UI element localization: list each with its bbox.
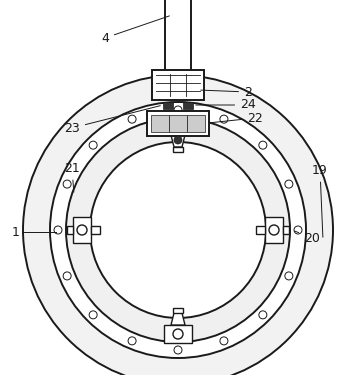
Bar: [152, 70, 204, 100]
Text: 19: 19: [312, 164, 328, 237]
Circle shape: [174, 106, 182, 114]
Circle shape: [89, 311, 97, 319]
Circle shape: [50, 102, 306, 358]
Polygon shape: [171, 313, 185, 325]
Circle shape: [259, 311, 267, 319]
Bar: [165, 0, 191, 80]
Bar: [173, 147, 183, 152]
Bar: [183, 102, 193, 109]
Circle shape: [54, 226, 62, 234]
Text: 21: 21: [64, 162, 80, 192]
Bar: [265, 217, 283, 243]
Bar: [187, 115, 205, 132]
Circle shape: [128, 115, 136, 123]
Bar: [163, 102, 173, 109]
Text: 24: 24: [196, 99, 256, 111]
Bar: [164, 117, 192, 135]
Circle shape: [77, 225, 87, 235]
Circle shape: [63, 180, 71, 188]
Text: 23: 23: [64, 106, 160, 135]
Text: 2: 2: [201, 86, 252, 99]
Bar: [147, 111, 209, 136]
Circle shape: [174, 136, 182, 144]
Circle shape: [89, 141, 97, 149]
Bar: [73, 217, 91, 243]
Bar: [283, 226, 289, 234]
Circle shape: [269, 225, 279, 235]
Circle shape: [285, 180, 293, 188]
Circle shape: [23, 75, 333, 375]
Circle shape: [220, 115, 228, 123]
Bar: [256, 226, 265, 234]
Circle shape: [173, 329, 183, 339]
Text: 20: 20: [294, 231, 320, 244]
Text: 4: 4: [101, 16, 169, 45]
Polygon shape: [171, 135, 185, 147]
Circle shape: [285, 272, 293, 280]
Circle shape: [63, 272, 71, 280]
Bar: [91, 226, 100, 234]
Circle shape: [294, 226, 302, 234]
Bar: [67, 226, 73, 234]
Circle shape: [66, 118, 290, 342]
Bar: [151, 115, 169, 132]
Bar: [169, 115, 187, 132]
Text: 1: 1: [12, 225, 20, 238]
Circle shape: [128, 337, 136, 345]
Bar: [164, 325, 192, 343]
Circle shape: [220, 337, 228, 345]
Circle shape: [174, 346, 182, 354]
Circle shape: [259, 141, 267, 149]
Circle shape: [90, 142, 266, 318]
Circle shape: [173, 121, 183, 131]
Text: 22: 22: [211, 111, 263, 125]
Bar: [173, 308, 183, 313]
